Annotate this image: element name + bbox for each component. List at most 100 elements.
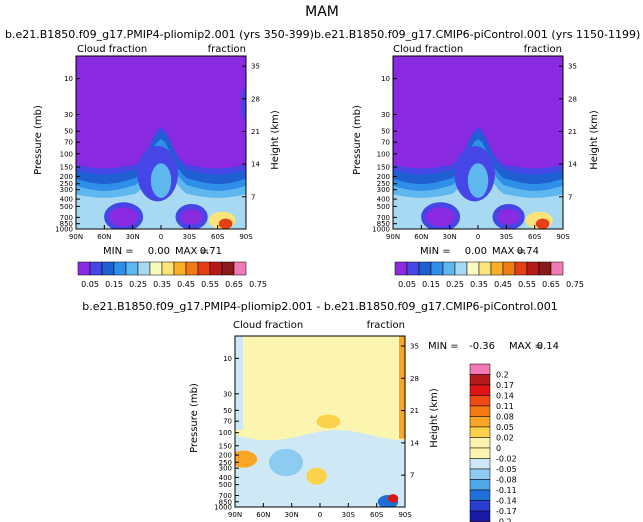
y-tick-label: 500 [219,481,232,489]
min-value: 0.00 [148,246,170,257]
y-tick-label: 700 [219,492,232,500]
colorbar-label: -0.17 [496,507,517,516]
axes: 90N 60N 30N 0 30S 60S 90S103050701001502002503… [214,335,419,519]
y-tick-label: 200 [377,173,390,181]
right-label: fraction [524,44,562,55]
y-tick-label: 300 [219,465,232,473]
colorbar-box [161,261,175,276]
y-tick-label: 1000 [372,226,390,234]
y-tick-label: 400 [60,196,73,204]
y-tick-label: 400 [377,196,390,204]
min-label: MIN = [420,246,451,257]
colorbar-label: 0.15 [422,280,440,289]
y-tick-label: 300 [377,186,390,194]
y2-tick-label: 7 [568,193,572,201]
y2-tick-label: 21 [251,128,260,136]
x-tick-label: 30N [443,233,457,241]
colorbar-box [469,510,491,522]
colorbar-box [469,395,491,407]
colorbar-label: 0.25 [129,280,147,289]
colorbar-label: 0.15 [105,280,123,289]
y2-tick-label: 28 [251,95,260,103]
colorbar-label: 0.05 [398,280,416,289]
y-tick-label: 10 [381,75,390,83]
y2-tick-label: 21 [410,407,419,415]
x-tick-label: 0 [476,233,480,241]
max-label: MAX = [175,246,209,257]
colorbar-box [77,261,91,276]
x-tick-label: 60S [211,233,225,241]
y2-tick-label: 7 [410,472,414,480]
positive-anomaly [316,414,341,429]
colorbar-label: 0.05 [81,280,99,289]
colorbar-box [469,405,491,417]
colorbar-box [149,261,163,276]
y-tick-label: 100 [60,150,73,158]
y-tick-label: 200 [219,452,232,460]
positive-anomaly [306,467,327,485]
colorbar-label: 0.08 [496,413,514,422]
y-tick-label: 200 [60,173,73,181]
colorbar-label: 0.55 [201,280,219,289]
right-label: fraction [367,320,405,331]
colorbar-label: -0.14 [496,497,517,506]
colorbar-label: 0.05 [496,423,514,432]
contour-field [235,336,405,507]
y2-axis-label: Height (km) [589,110,600,170]
panel-title: b.e21.B1850.f09_g17.PMIP4-pliomip2.001 (… [5,28,314,41]
contour-field [76,56,246,229]
colorbar-box [454,261,468,276]
x-tick-label: 30S [342,511,356,519]
colorbar-box [89,261,103,276]
colorbar-box [101,261,115,276]
colorbar-box [469,458,491,470]
max-value: 0.14 [537,341,559,352]
colorbar-box [469,437,491,449]
stratocumulus-core [218,218,233,229]
colorbar-label: 0 [496,444,501,453]
polar-positive [399,336,405,439]
colorbar-label: 0.35 [470,280,488,289]
colorbar-box [185,261,199,276]
y-tick-label: 1000 [55,226,73,234]
y-tick-label: 250 [219,459,232,467]
y2-tick-label: 14 [568,161,577,169]
colorbar-label: 0.2 [496,371,509,380]
subtropical-minimum [492,204,525,229]
colorbar-box [469,374,491,386]
panel-cmip6: b.e21.B1850.f09_g17.CMIP6-piControl.001 … [314,28,640,289]
contour-field [393,56,563,229]
figure-suptitle: MAM [305,4,339,20]
y-tick-label: 150 [60,164,73,172]
colorbar-box [469,363,491,375]
y-tick-label: 30 [381,111,390,119]
colorbar-box [469,447,491,459]
y2-tick-label: 14 [410,439,419,447]
y-tick-label: 30 [64,111,73,119]
colorbar-box [469,416,491,428]
x-tick-label: 30N [126,233,140,241]
y-tick-label: 700 [60,214,73,222]
x-tick-label: 60S [370,511,384,519]
panel-difference: b.e21.B1850.f09_g17.PMIP4-pliomip2.001 -… [82,300,559,522]
y-tick-label: 10 [223,355,232,363]
max-value: 0.71 [200,246,222,257]
x-tick-label: 90N [69,233,83,241]
colorbar-box [125,261,139,276]
colorbar-box [469,479,491,491]
subtropical-minimum [104,202,144,229]
colorbar-label: -0.02 [496,455,517,464]
colorbar-label: 0.65 [542,280,560,289]
colorbar-box [173,261,187,276]
colorbar-box [406,261,420,276]
y2-tick-label: 35 [251,63,260,71]
stratocumulus-core [535,218,550,229]
min-value: -0.36 [469,341,495,352]
y-tick-label: 500 [377,203,390,211]
tropical-cloud-core [467,163,489,198]
subtropical-minimum [175,204,208,229]
colorbar-box [137,261,151,276]
colorbar-box [478,261,492,276]
colorbar-box [466,261,480,276]
